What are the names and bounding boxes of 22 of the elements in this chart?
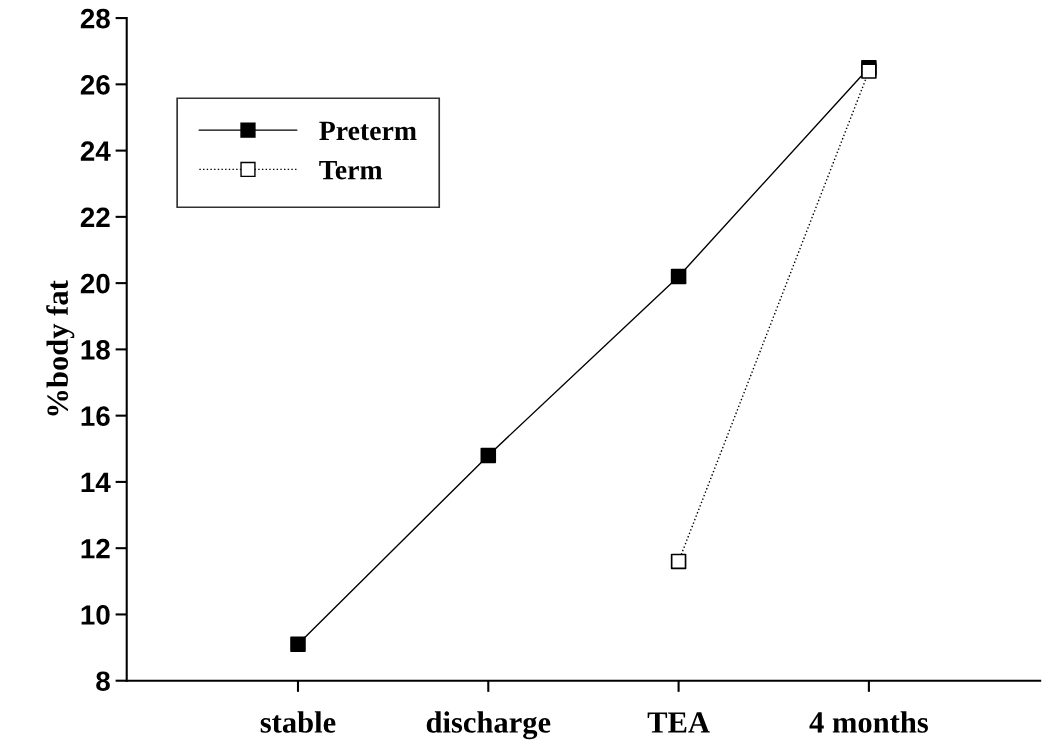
y-tick-label: 18 [81, 340, 110, 360]
legend-label: Term [319, 160, 383, 180]
point [670, 553, 687, 570]
y-tick-label: 28 [80, 8, 110, 29]
y-tick-label: 16 [81, 406, 110, 426]
x-tick-label: TEA [647, 712, 710, 733]
y-tick-label: 24 [80, 141, 111, 161]
legend-label: Preterm [319, 121, 417, 141]
y-tick-label: 12 [81, 538, 110, 559]
x-tick-label: 4 months [809, 711, 928, 733]
y-tick-label: 26 [80, 75, 110, 95]
x-tick-label: stable [260, 711, 336, 733]
y-tick-label: 10 [81, 605, 110, 625]
point [480, 447, 497, 464]
x-tick-label: discharge [426, 711, 551, 740]
y-tick-label: 8 [96, 671, 110, 692]
point [290, 636, 306, 653]
y-tick-label: 20 [80, 273, 110, 294]
point [670, 268, 687, 285]
y-tick-label: 22 [80, 207, 110, 227]
y-axis-title: %body fat [46, 280, 75, 416]
y-tick-label: 14 [81, 472, 111, 492]
